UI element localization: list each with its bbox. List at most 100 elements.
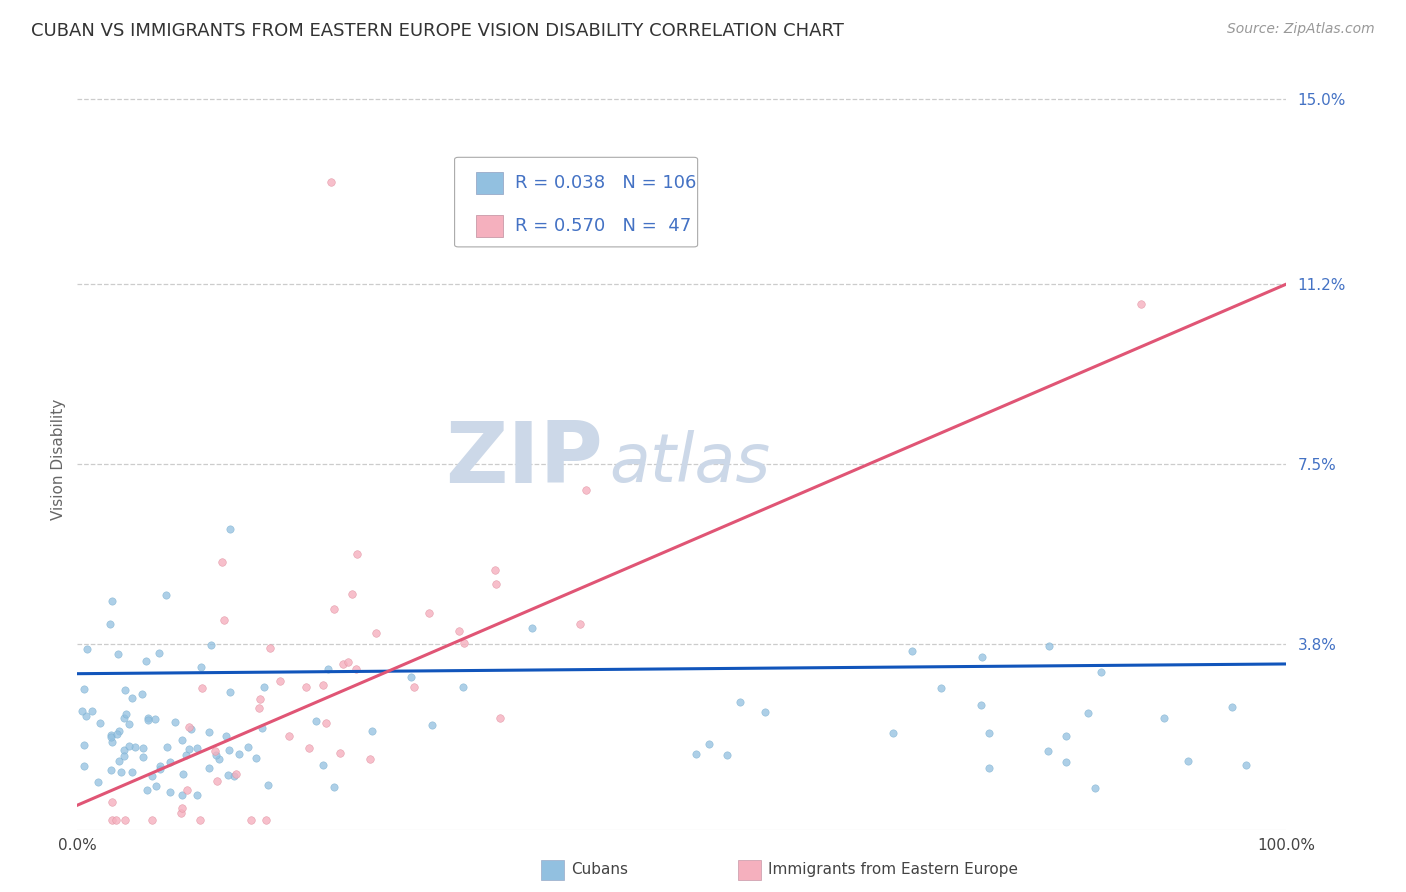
Point [101,813,124,827]
Point [977,726,1000,740]
Point [211,555,233,569]
Point [453,680,475,694]
Point [364,626,387,640]
Point [340,587,363,601]
Point [329,746,352,760]
Point [186,789,208,803]
Point [685,747,707,762]
Point [254,813,277,827]
Point [295,680,318,694]
Point [1038,639,1060,653]
Point [312,678,335,692]
Point [970,698,993,712]
Point [176,747,198,762]
Point [200,638,222,652]
Point [245,751,267,765]
Point [89,716,111,731]
Point [253,680,276,694]
Point [225,767,247,781]
Text: Immigrants from Eastern Europe: Immigrants from Eastern Europe [768,863,1018,877]
Point [321,175,343,189]
Point [453,636,475,650]
Point [418,606,440,620]
Point [219,685,242,699]
Point [575,483,598,497]
Point [82,705,104,719]
Point [101,735,124,749]
Point [250,722,273,736]
Text: atlas: atlas [609,430,770,496]
Point [1038,744,1060,758]
Point [132,740,155,755]
Point [121,691,143,706]
Point [315,716,337,731]
Point [207,773,229,788]
Point [100,763,122,777]
Point [1220,699,1243,714]
Point [484,563,506,577]
Point [257,778,280,792]
Text: Source: ZipAtlas.com: Source: ZipAtlas.com [1227,22,1375,37]
Point [569,616,592,631]
Point [485,577,508,591]
Point [337,655,360,669]
Point [141,813,163,827]
Point [346,548,368,562]
Point [73,758,96,772]
Point [105,727,128,741]
Point [1090,665,1112,679]
Point [219,523,242,537]
Point [190,659,212,673]
Point [311,758,333,772]
Point [901,644,924,658]
Point [163,714,186,729]
Point [208,752,231,766]
Point [73,739,96,753]
Point [323,601,346,615]
Point [361,723,384,738]
Point [114,683,136,698]
Point [1054,755,1077,769]
Point [1084,780,1107,795]
Point [112,748,135,763]
Point [170,801,193,815]
FancyBboxPatch shape [477,172,503,194]
Point [249,692,271,706]
Point [205,747,228,762]
Text: R = 0.038   N = 106: R = 0.038 N = 106 [515,174,696,193]
Point [100,730,122,744]
Point [149,759,172,773]
Point [136,713,159,727]
Point [73,681,96,696]
Point [136,711,159,725]
Point [228,747,250,761]
Point [172,766,194,780]
Point [278,729,301,743]
Point [104,813,127,827]
Point [108,754,131,768]
Point [180,723,202,737]
Text: ZIP: ZIP [446,417,603,501]
Point [117,739,139,753]
Point [697,737,720,751]
Point [86,775,108,789]
Point [141,769,163,783]
Point [100,728,122,742]
Point [728,695,751,709]
Point [170,806,193,821]
Point [75,708,97,723]
Point [1130,296,1153,310]
Point [249,700,271,714]
Point [177,720,200,734]
Point [172,788,194,802]
Point [1177,754,1199,768]
Point [882,725,904,739]
Point [114,813,136,827]
Point [240,813,263,827]
Point [322,780,344,794]
Point [148,646,170,660]
Point [198,725,221,739]
Point [101,594,124,608]
Point [447,624,470,639]
Point [136,783,159,797]
